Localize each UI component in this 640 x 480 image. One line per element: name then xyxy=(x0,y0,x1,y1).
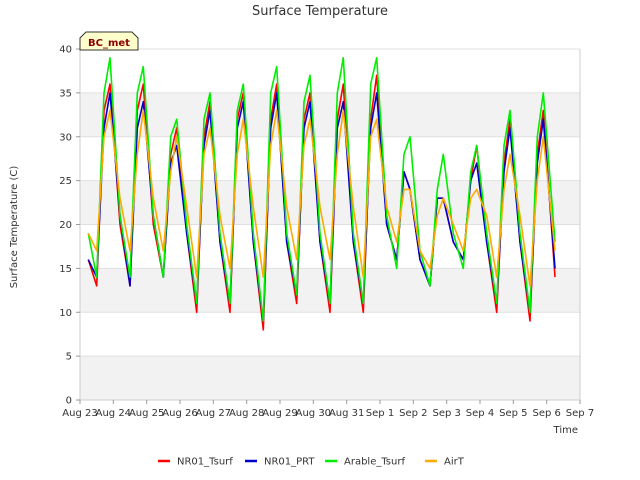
x-tick-label: Aug 28 xyxy=(229,408,264,419)
legend-label: NR01_PRT xyxy=(264,457,315,468)
y-tick-label: 10 xyxy=(59,308,72,319)
site-badge-label: BC_met xyxy=(88,38,130,49)
y-tick-label: 40 xyxy=(59,45,72,56)
x-tick-label: Sep 6 xyxy=(532,408,560,419)
x-tick-label: Sep 3 xyxy=(432,408,460,419)
x-tick-label: Sep 4 xyxy=(466,408,494,419)
legend-label: NR01_Tsurf xyxy=(177,457,233,468)
series-layer xyxy=(87,56,556,331)
legend-item-nr01-prt: NR01_PRT xyxy=(245,457,315,468)
y-axis-label: Surface Temperature (C) xyxy=(9,166,20,289)
legend-item-arable-tsurf: Arable_Tsurf xyxy=(325,457,405,468)
legend-item-nr01-tsurf: NR01_Tsurf xyxy=(158,457,233,468)
x-tick-label: Aug 26 xyxy=(162,408,197,419)
x-tick-label: Aug 29 xyxy=(262,408,297,419)
y-tick-label: 0 xyxy=(66,396,72,407)
y-tick-label: 15 xyxy=(59,264,72,275)
plot-band xyxy=(80,136,580,181)
plot-band xyxy=(80,356,580,400)
y-tick-label: 20 xyxy=(59,220,72,231)
x-tick-label: Aug 30 xyxy=(296,408,331,419)
plot-band xyxy=(80,49,580,93)
x-tick-label: Sep 2 xyxy=(399,408,427,419)
plot-background xyxy=(80,49,580,400)
plot-band xyxy=(80,92,580,137)
legend-item-airt: AirT xyxy=(425,457,465,468)
x-tick-label: Sep 7 xyxy=(566,408,594,419)
x-tick-label: Aug 27 xyxy=(196,408,231,419)
x-tick-label: Aug 25 xyxy=(129,408,164,419)
x-tick-label: Sep 1 xyxy=(366,408,394,419)
legend-label: Arable_Tsurf xyxy=(344,457,405,468)
x-tick-label: Aug 31 xyxy=(329,408,364,419)
y-tick-label: 30 xyxy=(59,132,72,143)
chart-title: Surface Temperature xyxy=(252,4,388,19)
y-tick-label: 25 xyxy=(59,176,72,187)
y-tick-label: 5 xyxy=(66,352,72,363)
y-tick-label: 35 xyxy=(59,88,72,99)
x-tick-label: Aug 24 xyxy=(96,408,131,419)
site-badge: BC_met xyxy=(79,31,139,51)
plot-band xyxy=(80,312,580,357)
x-tick-label: Sep 5 xyxy=(499,408,527,419)
legend: NR01_Tsurf NR01_PRT Arable_Tsurf AirT xyxy=(158,457,465,468)
x-axis-label: Time xyxy=(553,425,578,436)
series-line-airt xyxy=(87,109,556,287)
x-tick-label: Aug 23 xyxy=(62,408,97,419)
plot-band xyxy=(80,180,580,225)
legend-label: AirT xyxy=(444,457,465,468)
y-axis-ticks: 0 5 10 15 20 25 30 35 40 xyxy=(59,45,80,407)
site-badge-box xyxy=(79,31,139,51)
